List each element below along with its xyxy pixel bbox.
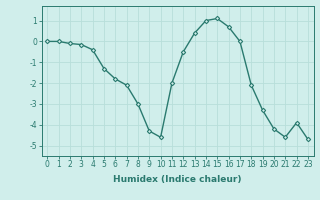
X-axis label: Humidex (Indice chaleur): Humidex (Indice chaleur) [113,175,242,184]
